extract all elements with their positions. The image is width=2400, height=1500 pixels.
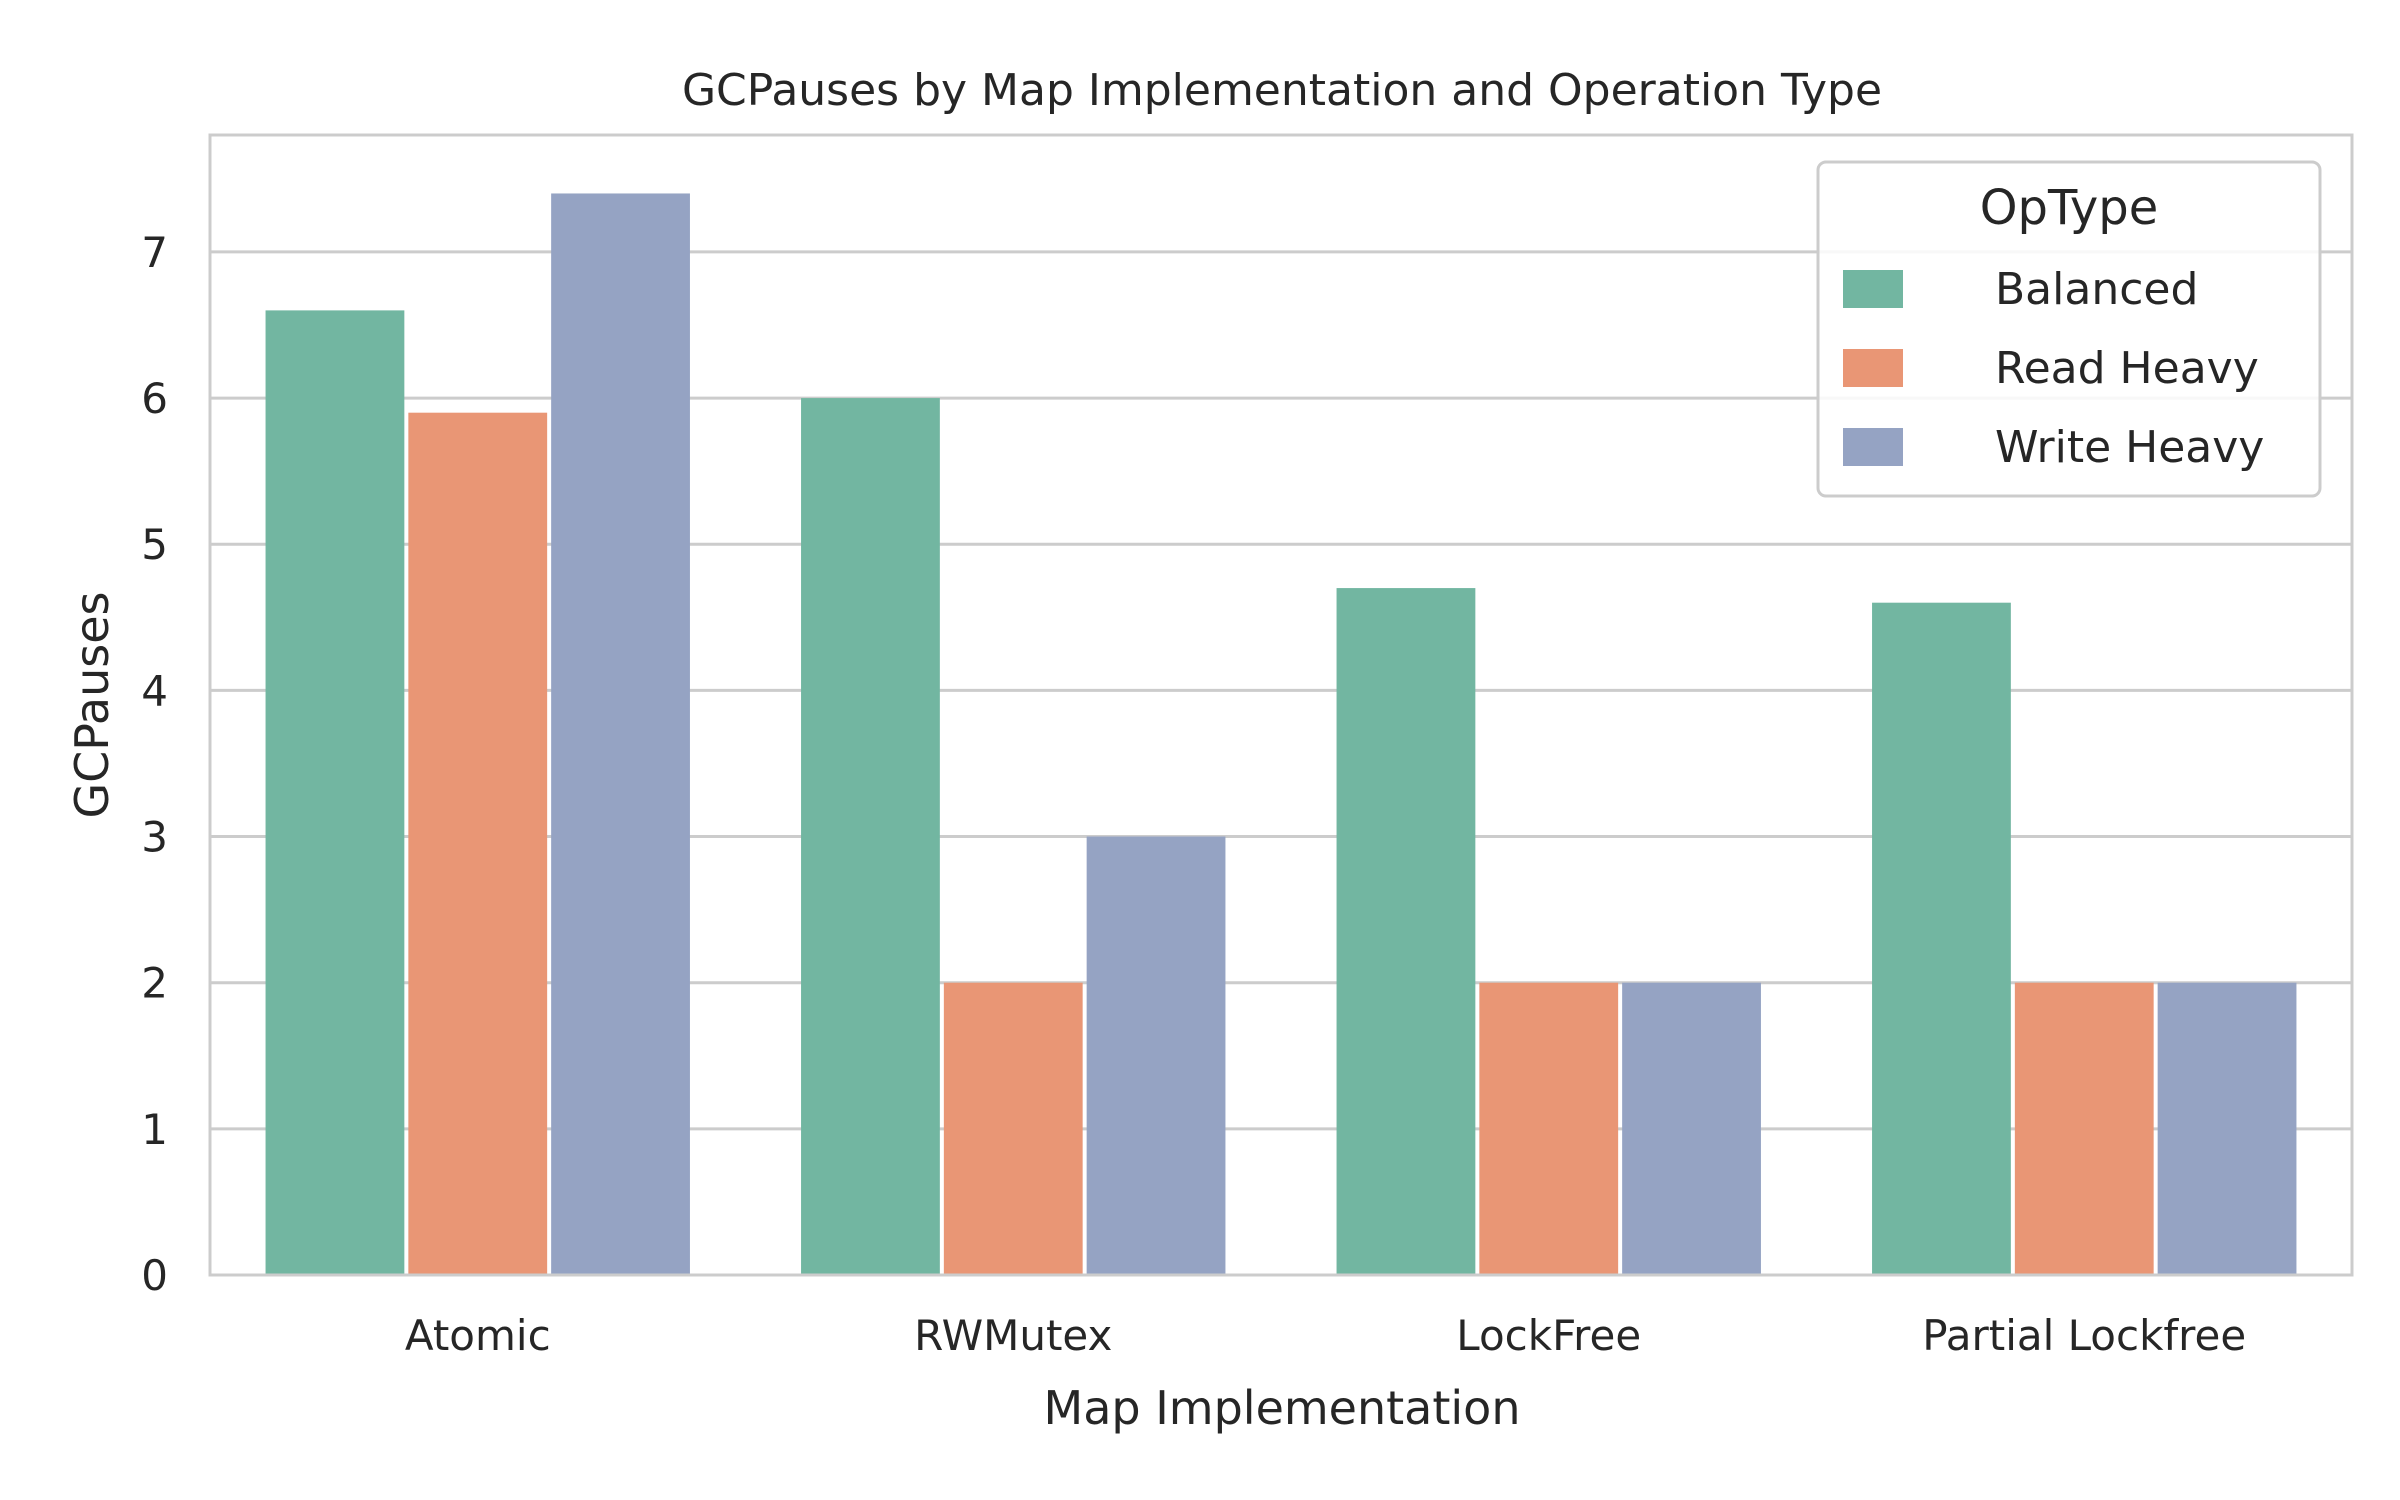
legend-swatch bbox=[1843, 270, 1903, 308]
y-tick-label: 5 bbox=[141, 520, 168, 569]
legend-swatch bbox=[1843, 349, 1903, 387]
x-tick-label: RWMutex bbox=[914, 1311, 1112, 1360]
legend: OpType Balanced Read Heavy Write Heavy bbox=[1816, 160, 2322, 498]
y-tick-label: 6 bbox=[141, 374, 168, 423]
y-tick-label: 2 bbox=[141, 959, 168, 1008]
legend-items: Balanced Read Heavy Write Heavy bbox=[1843, 264, 2264, 473]
chart-title: GCPauses by Map Implementation and Opera… bbox=[682, 65, 1882, 116]
legend-item-label: Write Heavy bbox=[1995, 422, 2264, 473]
bar-read-heavy-atomic bbox=[408, 412, 548, 1275]
bar-write-heavy-rwmutex bbox=[1086, 836, 1226, 1275]
x-tick-label: Partial Lockfree bbox=[1922, 1311, 2246, 1360]
y-tick-labels: 0 1 2 3 4 5 6 7 bbox=[141, 228, 168, 1300]
bar-balanced-lockfree bbox=[1336, 588, 1476, 1275]
x-tick-labels: Atomic RWMutex LockFree Partial Lockfree bbox=[405, 1311, 2246, 1360]
legend-item-label: Balanced bbox=[1995, 264, 2198, 315]
legend-swatch bbox=[1843, 428, 1903, 466]
y-tick-label: 3 bbox=[141, 813, 168, 862]
bar-read-heavy-lockfree bbox=[1479, 982, 1619, 1275]
legend-frame bbox=[1816, 160, 2322, 498]
bar-write-heavy-partial-lockfree bbox=[2157, 982, 2297, 1275]
legend-item-label: Read Heavy bbox=[1995, 343, 2259, 394]
y-tick-label: 1 bbox=[141, 1105, 168, 1154]
bar-balanced-atomic bbox=[265, 310, 405, 1275]
y-tick-label: 4 bbox=[141, 666, 168, 715]
bar-write-heavy-atomic bbox=[551, 193, 690, 1275]
bar-read-heavy-partial-lockfree bbox=[2014, 982, 2154, 1275]
bar-balanced-rwmutex bbox=[801, 398, 940, 1276]
x-axis-label: Map Implementation bbox=[1044, 1381, 1521, 1435]
bar-balanced-partial-lockfree bbox=[1872, 602, 2011, 1275]
x-tick-label: Atomic bbox=[405, 1311, 551, 1360]
plot-frame bbox=[208, 133, 2354, 1277]
bars bbox=[265, 193, 2297, 1276]
y-axis-label: GCPauses bbox=[65, 591, 119, 818]
legend-title: OpType bbox=[1980, 180, 2159, 236]
x-tick-label: LockFree bbox=[1456, 1311, 1641, 1360]
y-tick-label: 7 bbox=[141, 228, 168, 277]
bar-read-heavy-rwmutex bbox=[943, 982, 1083, 1275]
bar-write-heavy-lockfree bbox=[1622, 982, 1761, 1275]
y-tick-label: 0 bbox=[141, 1251, 168, 1300]
